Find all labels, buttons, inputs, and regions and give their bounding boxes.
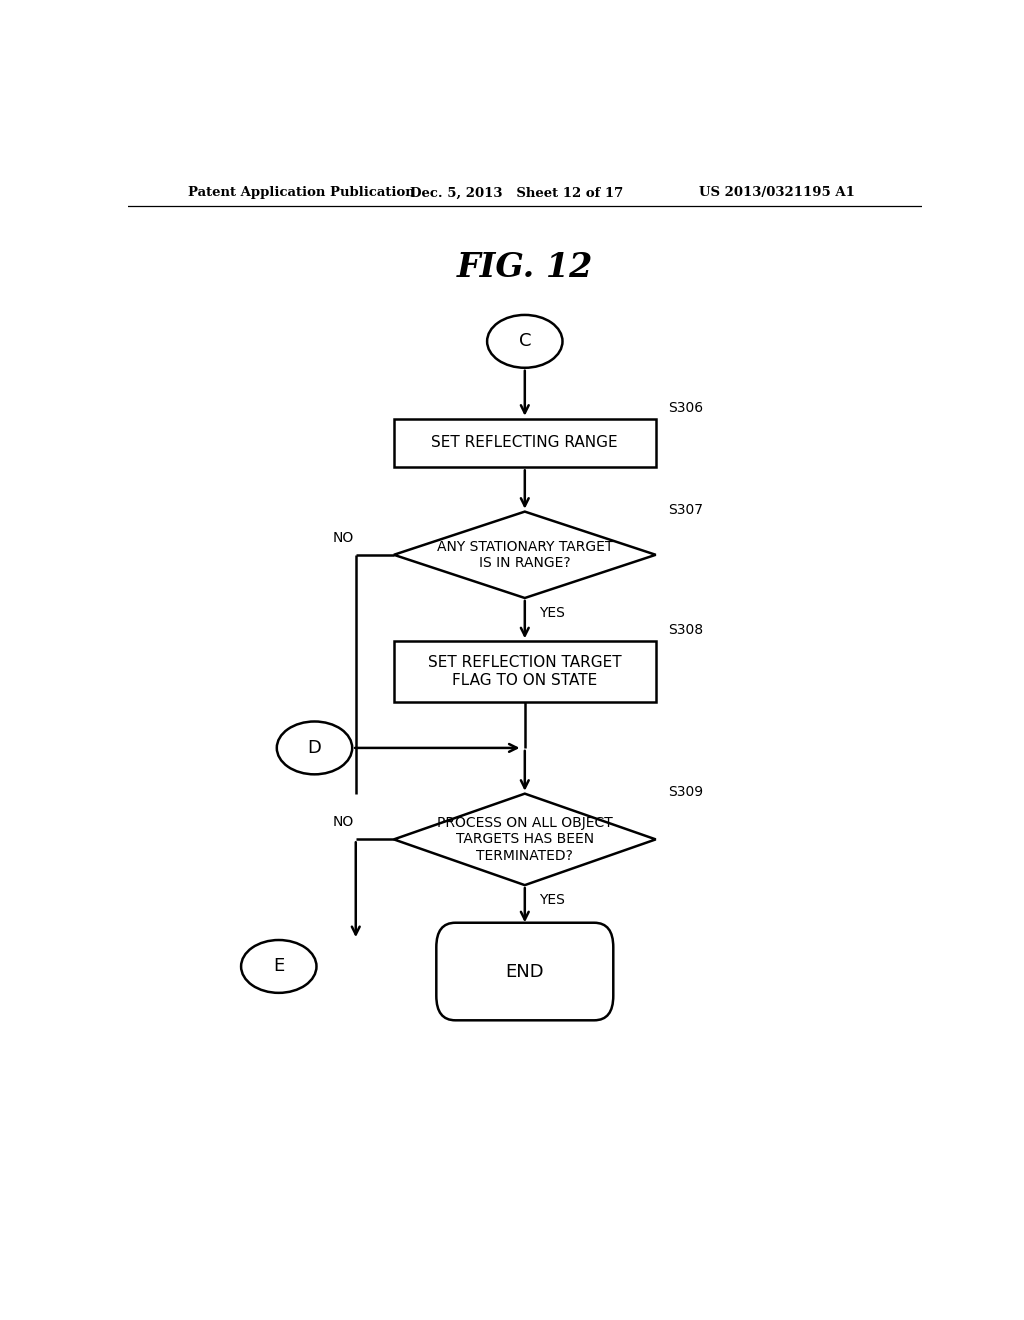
Text: SET REFLECTION TARGET
FLAG TO ON STATE: SET REFLECTION TARGET FLAG TO ON STATE [428,656,622,688]
Text: E: E [273,957,285,975]
Text: YES: YES [539,894,565,907]
Bar [394,418,655,467]
Text: S308: S308 [668,623,702,638]
Text: ANY STATIONARY TARGET
IS IN RANGE?: ANY STATIONARY TARGET IS IN RANGE? [436,540,613,570]
Text: YES: YES [539,606,565,620]
Text: SET REFLECTING RANGE: SET REFLECTING RANGE [431,436,618,450]
Text: END: END [506,962,544,981]
Text: PROCESS ON ALL OBJECT
TARGETS HAS BEEN
TERMINATED?: PROCESS ON ALL OBJECT TARGETS HAS BEEN T… [437,816,612,862]
Text: NO: NO [333,531,354,545]
Text: NO: NO [333,816,354,829]
Text: Dec. 5, 2013   Sheet 12 of 17: Dec. 5, 2013 Sheet 12 of 17 [410,186,623,199]
Bar [394,642,655,702]
Text: S307: S307 [668,503,702,516]
Text: FIG. 12: FIG. 12 [457,251,593,284]
Text: S306: S306 [668,400,702,414]
Text: US 2013/0321195 A1: US 2013/0321195 A1 [699,186,855,199]
Text: S309: S309 [668,784,702,799]
Text: Patent Application Publication: Patent Application Publication [187,186,415,199]
Text: D: D [307,739,322,756]
Text: C: C [518,333,531,350]
